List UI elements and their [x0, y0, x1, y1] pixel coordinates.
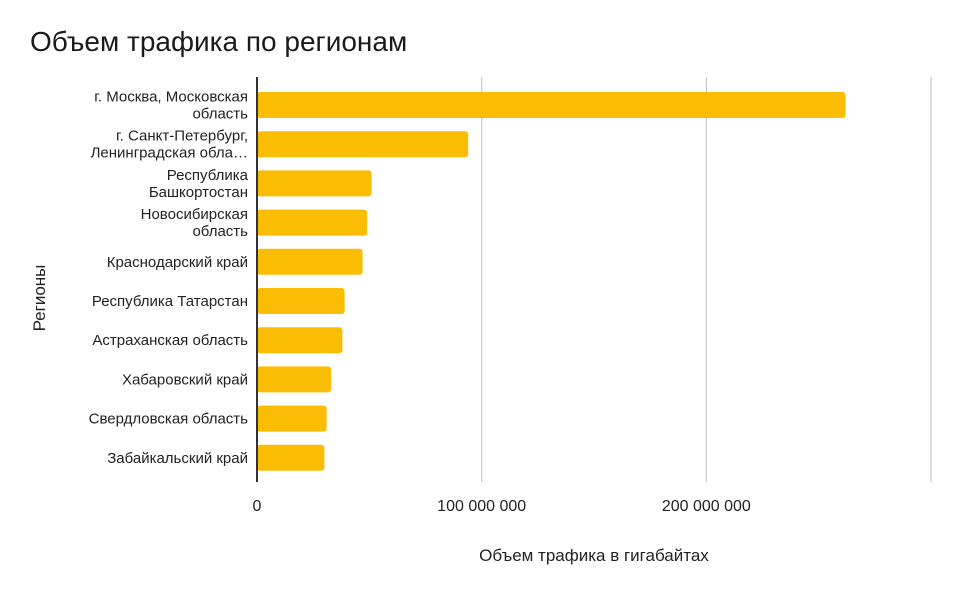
category-label-7: Астраханская область [92, 332, 248, 349]
x-tick-label-1: 100 000 000 [437, 498, 526, 515]
category-label-4-line-2: область [192, 223, 248, 240]
x-tick-label-0: 0 [253, 498, 262, 515]
bar-6 [257, 288, 345, 314]
category-label-2-line-1: г. Санкт-Петербург, [116, 128, 248, 145]
bar-3 [257, 170, 372, 197]
category-label-2-line-2: Ленинградская обла… [91, 145, 248, 162]
bar-5 [257, 248, 363, 275]
bar-1 [257, 92, 846, 118]
category-label-4-line-1: Новосибирская [141, 206, 248, 223]
category-label-6: Республика Татарстан [92, 293, 248, 310]
category-label-1-line-1: г. Москва, Московская [94, 89, 248, 106]
bar-8 [257, 366, 332, 393]
category-label-8: Хабаровский край [122, 371, 248, 388]
x-axis-title: Объем трафика в гигабайтах [479, 546, 709, 565]
category-label-1-line-2: область [192, 106, 248, 123]
category-label-3-line-2: Башкортостан [149, 184, 248, 201]
bar-4 [257, 209, 368, 236]
bar-10 [257, 444, 325, 471]
bar-9 [257, 405, 327, 432]
category-label-10: Забайкальский край [107, 450, 248, 467]
category-label-5: Краснодарский край [107, 254, 248, 271]
y-axis-title: Регионы [30, 265, 49, 332]
chart-title: Объем трафика по регионам [30, 26, 408, 57]
bar-7 [257, 327, 343, 354]
category-label-3-line-1: Республика [167, 167, 249, 184]
category-label-9: Свердловская область [89, 411, 249, 428]
x-tick-label-2: 200 000 000 [662, 498, 751, 515]
bar-2 [257, 131, 469, 158]
